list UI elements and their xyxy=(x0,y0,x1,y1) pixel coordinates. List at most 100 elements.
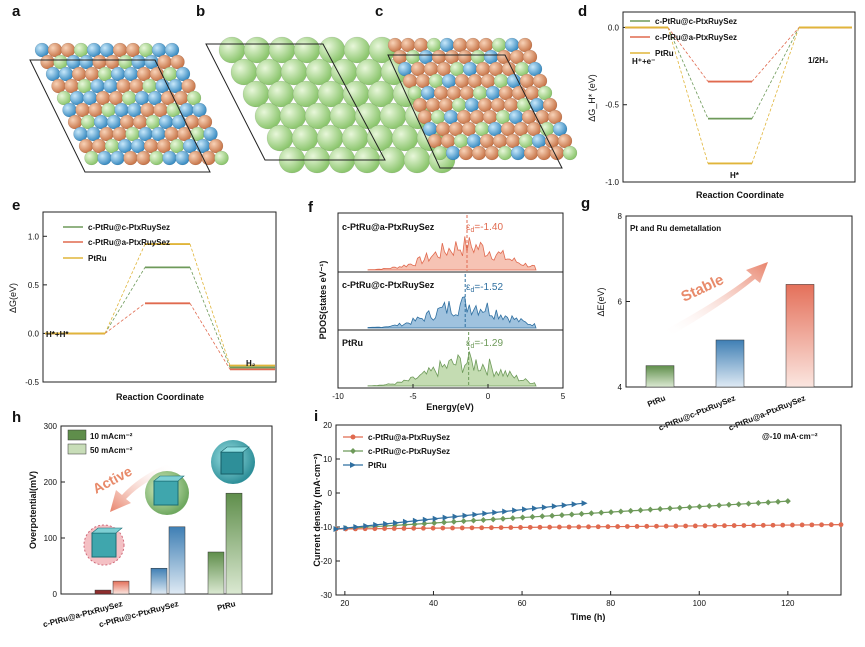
atom xyxy=(527,61,543,77)
legend-e-label-2: c-PtRu@a-PtxRuySez xyxy=(88,238,170,247)
chart-i-point xyxy=(598,509,605,516)
atom xyxy=(181,78,196,94)
chart-g-ytick-label: 4 xyxy=(618,383,623,392)
legend-i-label: c-PtRu@a-PtxRuySez xyxy=(368,433,450,442)
unit-cell-c xyxy=(387,54,563,169)
chart-i-point xyxy=(676,504,683,511)
chart-i-point xyxy=(634,524,640,529)
unit-cell-a xyxy=(29,59,211,173)
chart-d-label-start: H⁺+e⁻ xyxy=(632,57,655,66)
chart-i-point xyxy=(731,523,737,528)
atom xyxy=(203,126,218,142)
pdos-curve xyxy=(367,296,537,329)
chart-i-point xyxy=(784,498,791,505)
chart-d-xlabel: Reaction Coordinate xyxy=(696,190,784,200)
chart-i-point xyxy=(566,524,572,530)
legend-i-label: PtRu xyxy=(368,461,387,470)
chart-i-xlabel: Time (h) xyxy=(571,612,606,622)
chart-i-point xyxy=(547,524,553,530)
chart-d-label-mid: H* xyxy=(730,171,740,180)
chart-i-point xyxy=(442,514,449,521)
chart-i-point xyxy=(450,518,457,525)
chart-i-point xyxy=(421,525,426,531)
chart-i-point xyxy=(775,498,782,505)
chart-f-xtick-label: -5 xyxy=(409,392,417,401)
chart-i-point xyxy=(353,523,360,530)
atom xyxy=(136,150,151,166)
chart-i-point xyxy=(644,523,650,529)
chart-i-point xyxy=(809,522,815,528)
atom xyxy=(197,114,213,130)
atom xyxy=(175,66,191,82)
chart-d-connector xyxy=(667,27,709,82)
atom xyxy=(484,145,500,161)
chart-i-ytick-label: -30 xyxy=(320,591,332,600)
chart-i-point xyxy=(373,521,380,528)
chart-i-point xyxy=(741,523,747,528)
chart-i-point xyxy=(702,523,708,529)
atom xyxy=(97,150,112,166)
chart-i-point xyxy=(383,520,390,527)
chart-i-point xyxy=(745,500,752,507)
chart-i-point xyxy=(760,522,766,528)
chart-i-point xyxy=(576,524,582,530)
chart-i-point xyxy=(578,510,585,517)
chart-i-point xyxy=(492,509,499,516)
chart-i-note: @-10 mA·cm⁻² xyxy=(762,432,818,441)
chart-i-point xyxy=(561,502,568,509)
chart-f-ylabel: PDOS(states eV⁻¹) xyxy=(318,261,328,340)
chart-h-bar xyxy=(225,492,243,595)
chart-i-point xyxy=(725,501,732,508)
chart-i-point xyxy=(686,504,693,511)
chart-i-ytick-label: -20 xyxy=(320,557,332,566)
atom xyxy=(522,49,538,65)
chart-i-point xyxy=(819,522,824,528)
chart-i-point xyxy=(666,505,673,512)
chart-i-point xyxy=(765,499,772,506)
atom xyxy=(542,97,558,113)
chart-i-point xyxy=(696,503,703,510)
chart-i-point xyxy=(605,524,611,530)
chart-i-point xyxy=(571,501,578,508)
chart-g-title: Pt and Ru demetallation xyxy=(630,224,721,233)
legend-i-label: c-PtRu@c-PtxRuySez xyxy=(368,447,450,456)
chart-i-point xyxy=(828,522,834,528)
atom xyxy=(536,145,552,161)
chart-i-xtick-label: 120 xyxy=(781,599,795,608)
chart-i-xtick-label: 80 xyxy=(606,599,615,608)
legend-h-swatch-1 xyxy=(67,429,87,441)
chart-h-bar xyxy=(94,589,112,595)
chart-i-point xyxy=(627,507,634,514)
panel-h-letter: h xyxy=(12,409,22,426)
chart-g-xtick-label: c-PtRu@a-PtxRuySez xyxy=(727,394,806,433)
chart-g-ytick-label: 6 xyxy=(618,298,623,307)
chart-i-point xyxy=(509,515,516,522)
chart-i-point xyxy=(541,504,548,511)
chart-i-point xyxy=(551,503,558,510)
atom xyxy=(164,42,180,58)
atom xyxy=(208,138,224,154)
chart-h-ytick-label: 0 xyxy=(53,590,58,599)
chart-e-ytick-label: 0.0 xyxy=(28,329,40,338)
atom xyxy=(175,150,190,166)
legend-e-label-3: PtRu xyxy=(88,254,107,263)
chart-i-point xyxy=(549,512,556,519)
atom xyxy=(532,73,548,89)
chart-h-xtick-label: PtRu xyxy=(216,599,236,613)
chart-i-point xyxy=(512,507,519,514)
chart-i-point xyxy=(706,503,713,510)
chart-d-label-end: 1/2H₂ xyxy=(808,56,829,65)
panel-a-letter: a xyxy=(12,3,21,20)
chart-i-point xyxy=(647,506,654,513)
legend-h-swatch-2 xyxy=(67,443,87,455)
chart-i-point xyxy=(519,514,526,521)
chart-i-point xyxy=(508,525,514,530)
chart-i-point xyxy=(780,522,786,528)
chart-i-point xyxy=(432,515,439,522)
stable-arrow xyxy=(665,262,768,336)
chart-d-ytick-label: -1.0 xyxy=(605,178,619,187)
chart-i-point xyxy=(716,502,723,509)
chart-i-point xyxy=(522,506,529,513)
chart-i-point xyxy=(490,516,497,523)
